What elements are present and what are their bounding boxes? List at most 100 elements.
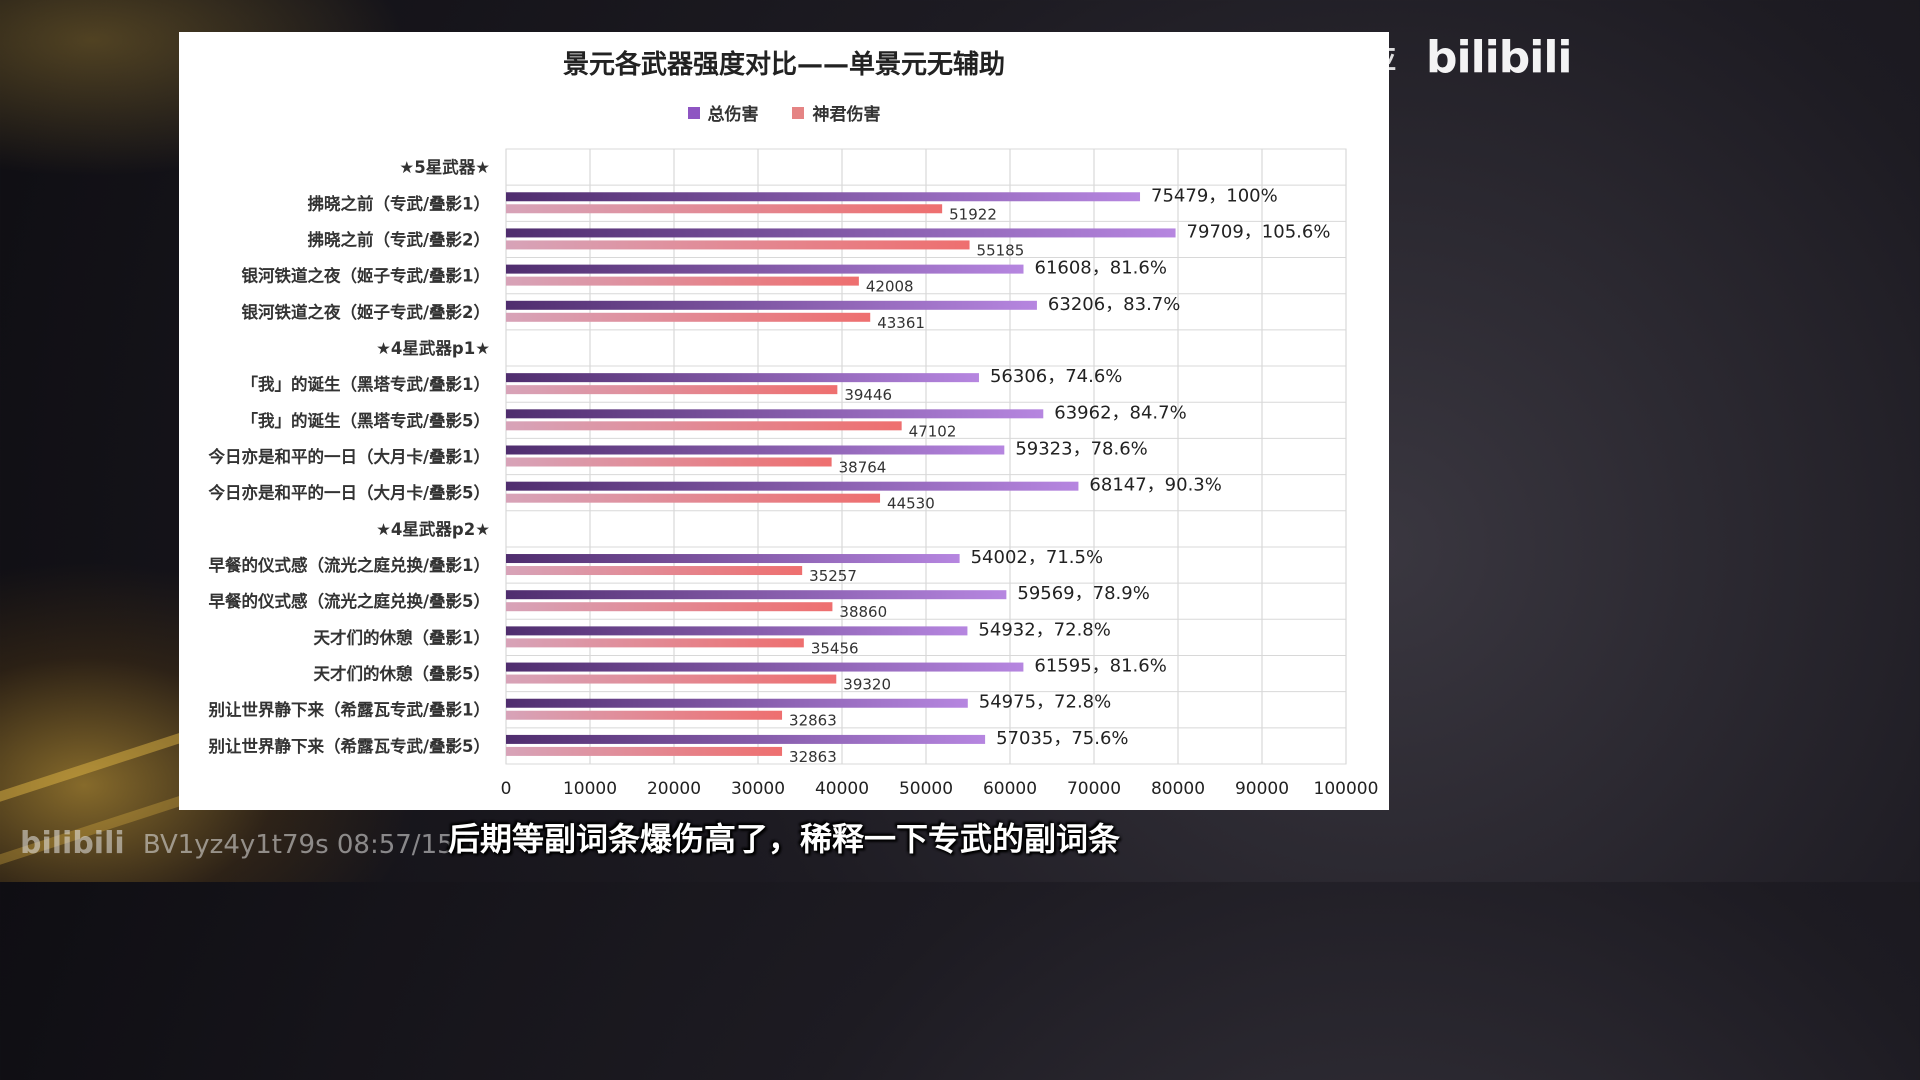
data-label-total: 54002，71.5% xyxy=(971,547,1103,568)
category-label: 今日亦是和平的一日（大月卡/叠影1） xyxy=(207,447,490,467)
category-label: 今日亦是和平的一日（大月卡/叠影5） xyxy=(207,483,490,503)
bar-shenjun xyxy=(506,602,833,612)
bar-chart: 0 10000 20000 30000 40000 50000 60000 70000 8000… xyxy=(207,148,1379,799)
video-subtitle: 后期等副词条爆伤高了，稀释一下专武的副词条 xyxy=(447,820,1120,858)
bar-shenjun xyxy=(506,746,783,756)
category-label: 拂晓之前（专武/叠影1） xyxy=(307,193,490,213)
data-label-total: 63962，84.7% xyxy=(1054,402,1186,423)
data-label-shenjun: 47102 xyxy=(909,422,957,440)
category-label: 别让世界静下来（希露瓦专武/叠影1） xyxy=(207,700,490,720)
x-tick-label: 50000 xyxy=(899,779,953,799)
category-label: 拂晓之前（专武/叠影2） xyxy=(307,229,490,249)
data-label-total: 68147，90.3% xyxy=(1089,475,1221,496)
category-label: 天才们的休憩（叠影5） xyxy=(314,664,490,684)
data-label-total: 75479，100% xyxy=(1151,185,1278,206)
x-tick-label: 80000 xyxy=(1151,779,1205,799)
bar-total xyxy=(506,192,1141,202)
bar-total xyxy=(506,264,1024,274)
legend-label-shenjun: 神君伤害 xyxy=(812,105,881,125)
data-label-total: 54932，72.8% xyxy=(978,619,1110,640)
group-header-label: ★4星武器p1★ xyxy=(376,338,490,358)
bar-total xyxy=(506,590,1007,600)
bar-shenjun xyxy=(506,674,837,684)
category-label: 银河铁道之夜（姬子专武/叠影2） xyxy=(241,302,490,322)
bar-total xyxy=(506,554,960,564)
bar-shenjun xyxy=(506,312,871,322)
bar-shenjun xyxy=(506,493,881,503)
bar-total xyxy=(506,373,979,383)
x-tick-label: 30000 xyxy=(731,779,785,799)
bar-shenjun xyxy=(506,240,970,250)
video-id-timestamp: BV1yz4y1t79s 08:57/15:1 xyxy=(142,830,479,860)
data-label-total: 59323，78.6% xyxy=(1015,439,1147,460)
data-label-shenjun: 39446 xyxy=(844,386,892,404)
bar-total xyxy=(506,409,1044,419)
legend-label-total: 总伤害 xyxy=(707,105,759,125)
bar-shenjun xyxy=(506,276,859,286)
legend-swatch-shenjun xyxy=(792,106,805,119)
data-label-shenjun: 32863 xyxy=(789,748,837,766)
category-label: 「我」的诞生（黑塔专武/叠影1） xyxy=(241,374,490,394)
data-label-shenjun: 35257 xyxy=(809,567,857,585)
bar-total xyxy=(506,228,1176,238)
x-tick-label: 70000 xyxy=(1067,779,1121,799)
category-label: 银河铁道之夜（姬子专武/叠影1） xyxy=(241,266,490,286)
legend-swatch-total xyxy=(687,106,700,119)
data-label-shenjun: 55185 xyxy=(977,241,1025,259)
bar-shenjun xyxy=(506,385,838,395)
bar-total xyxy=(506,734,986,744)
bar-total xyxy=(506,662,1024,672)
bar-total xyxy=(506,481,1079,491)
bar-shenjun xyxy=(506,204,943,214)
data-label-total: 59569，78.9% xyxy=(1017,583,1149,604)
data-label-shenjun: 44530 xyxy=(887,495,935,513)
data-label-shenjun: 38764 xyxy=(839,459,887,477)
x-tick-label: 20000 xyxy=(647,779,701,799)
bar-shenjun xyxy=(506,421,902,431)
data-label-shenjun: 38860 xyxy=(839,603,887,621)
bar-shenjun xyxy=(506,457,832,467)
x-tick-label: 0 xyxy=(501,779,512,799)
category-label: 「我」的诞生（黑塔专武/叠影5） xyxy=(241,410,490,430)
category-label: 早餐的仪式感（流光之庭兑换/叠影5） xyxy=(208,591,490,611)
bar-shenjun xyxy=(506,638,804,648)
data-label-total: 63206，83.7% xyxy=(1048,294,1180,315)
bar-shenjun xyxy=(506,566,803,576)
group-header-label: ★5星武器★ xyxy=(399,157,490,177)
bar-total xyxy=(506,445,1005,455)
data-label-shenjun: 39320 xyxy=(843,676,891,694)
legend-item-total: 总伤害 xyxy=(687,100,759,125)
category-label: 别让世界静下来（希露瓦专武/叠影5） xyxy=(207,736,490,756)
data-label-total: 61595，81.6% xyxy=(1034,656,1166,677)
chart-title: 景元各武器强度对比——单景元无辅助 xyxy=(562,50,1005,80)
data-label-shenjun: 51922 xyxy=(949,205,997,223)
legend-item-shenjun: 神君伤害 xyxy=(792,100,880,125)
group-header-label: ★4星武器p2★ xyxy=(376,519,490,539)
bar-total xyxy=(506,300,1037,310)
watermark-text: 卡拉亚 xyxy=(1318,46,1397,76)
x-tick-label: 60000 xyxy=(983,779,1037,799)
category-label: 早餐的仪式感（流光之庭兑换/叠影1） xyxy=(208,555,490,575)
chart-panel: 景元各武器强度对比——单景元无辅助 总伤害 神君伤害 0 10000 20000 30… xyxy=(179,32,1389,810)
x-tick-label: 90000 xyxy=(1235,779,1289,799)
bilibili-logo: bilibili xyxy=(1426,32,1572,83)
data-label-shenjun: 42008 xyxy=(866,278,914,296)
data-label-shenjun: 35456 xyxy=(811,639,859,657)
data-label-total: 57035，75.6% xyxy=(996,728,1128,749)
x-tick-label: 10000 xyxy=(563,779,617,799)
bar-shenjun xyxy=(506,710,783,720)
bilibili-logo-small: bilibili xyxy=(20,826,125,861)
chart-legend: 总伤害 神君伤害 xyxy=(179,100,1389,125)
data-label-total: 56306，74.6% xyxy=(990,366,1122,387)
data-label-total: 79709，105.6% xyxy=(1187,221,1331,242)
bar-total xyxy=(506,698,968,708)
category-label: 天才们的休憩（叠影1） xyxy=(314,627,490,647)
data-label-shenjun: 32863 xyxy=(789,712,837,730)
bar-total xyxy=(506,626,968,636)
x-tick-label: 100000 xyxy=(1314,779,1379,799)
data-label-total: 61608，81.6% xyxy=(1035,258,1167,279)
data-label-total: 54975，72.8% xyxy=(979,692,1111,713)
data-label-shenjun: 43361 xyxy=(877,314,925,332)
video-watermark: bilibili BV1yz4y1t79s 08:57/15:1 xyxy=(20,826,479,861)
x-tick-label: 40000 xyxy=(815,779,869,799)
